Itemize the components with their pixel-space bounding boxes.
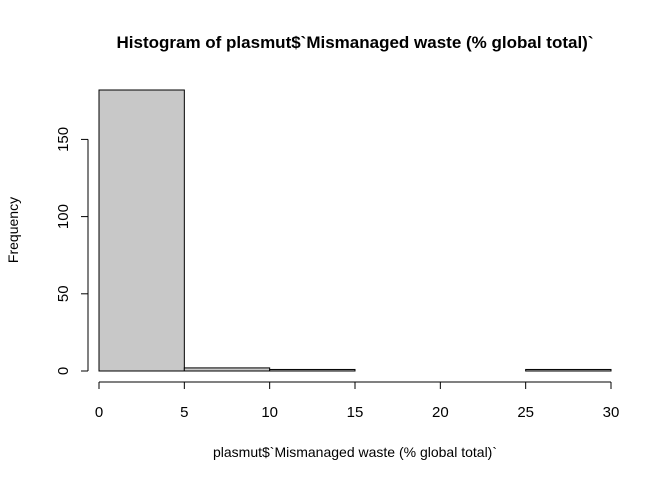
histogram-bar-5-10	[183, 367, 271, 372]
bars-group	[98, 89, 612, 372]
x-tick-label: 0	[95, 404, 103, 421]
x-tick-label: 20	[432, 404, 449, 421]
y-tick-label: 150	[55, 127, 72, 152]
chart-title: Histogram of plasmut$`Mismanaged waste (…	[116, 33, 593, 52]
y-tick-label: 100	[55, 204, 72, 229]
x-tick-label: 25	[517, 404, 534, 421]
x-tick-label: 5	[180, 404, 188, 421]
x-tick-label: 15	[347, 404, 364, 421]
x-tick-label: 30	[603, 404, 620, 421]
x-axis-label: plasmut$`Mismanaged waste (% global tota…	[213, 444, 497, 460]
x-tick-label: 10	[261, 404, 278, 421]
histogram-bar-0-5	[98, 89, 185, 372]
y-tick-label: 0	[55, 367, 72, 375]
y-axis: 0 50 100 150	[55, 127, 89, 375]
histogram-bar-10-15	[269, 368, 356, 372]
y-axis-label: Frequency	[5, 197, 21, 263]
y-tick-label: 50	[55, 285, 72, 302]
histogram-bar-25-30	[525, 368, 612, 372]
x-axis: 0 5 10 15 20 25 30	[95, 381, 620, 421]
